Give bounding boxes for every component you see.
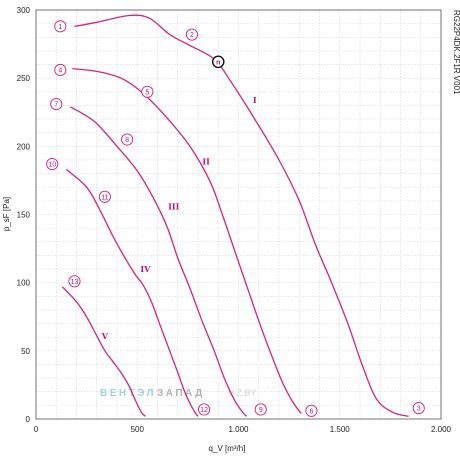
marker-circle [254, 403, 267, 416]
series-line-ii [72, 67, 302, 414]
y-tick-label: 150 [17, 211, 31, 220]
marker-label: 13 [71, 279, 79, 286]
x-tick-label: 0 [34, 425, 39, 434]
curve-label: II [202, 156, 210, 166]
y-axis-title: p_sF [Pa] [2, 197, 11, 231]
curve-label: I [253, 95, 257, 105]
y-tick-label: 100 [17, 279, 31, 288]
y-tick-label: 300 [17, 6, 31, 15]
curve-label: IV [140, 264, 151, 274]
marker-label: 4 [58, 67, 62, 74]
y-tick-label: 250 [17, 74, 31, 83]
series-line-iii [70, 106, 248, 417]
y-tick-label: 0 [26, 415, 31, 424]
series-group [61, 14, 409, 417]
marker-circle [68, 275, 81, 288]
grid [35, 9, 442, 420]
marker-circle [305, 404, 318, 417]
x-axis-title: q_V [m³/h] [209, 444, 246, 453]
marker-circle [211, 55, 225, 69]
watermark-part-3: V-Z.BY [228, 388, 257, 398]
marker-label: 11 [101, 194, 108, 201]
marker-circle [198, 403, 211, 416]
marker-label: 6 [309, 408, 313, 415]
side-label: RG22P4DK.2F1R V001 [452, 10, 460, 95]
marker-circle [50, 98, 63, 111]
x-tick-label: 500 [131, 425, 145, 434]
plot-frame [35, 9, 442, 420]
marker-label: n [216, 59, 220, 66]
series-line-iv [65, 169, 199, 417]
marker-circle [54, 63, 67, 77]
marker-circle [412, 402, 425, 415]
curve-label: V [101, 331, 109, 341]
marker-label: 10 [48, 162, 56, 169]
marker-circle [121, 133, 134, 146]
marker-label: 1 [58, 24, 62, 31]
marker-label: 5 [145, 89, 149, 96]
marker-circle [98, 190, 111, 203]
watermark: ВЕНТЭЛ ЗАПАД V-Z.BY [100, 388, 257, 399]
x-tick-label: 2.000 [431, 425, 452, 434]
watermark-part-2: ЗАПАД [157, 388, 205, 399]
series-line-v [61, 286, 146, 417]
marker-label: 7 [54, 102, 58, 109]
ticks: 0 500 1.000 1.500 2.000 0 50 100 150 200 250 300 [17, 6, 452, 434]
marker-circle [54, 20, 67, 33]
marker-label: 9 [259, 407, 263, 414]
x-tick-label: 1.000 [228, 425, 249, 434]
marker-label: 3 [417, 406, 421, 413]
y-tick-label: 50 [21, 347, 30, 356]
marker-label: 2 [190, 32, 194, 39]
y-tick-label: 200 [17, 142, 31, 151]
marker-circle [141, 85, 154, 98]
watermark-part-1: ВЕНТЭЛ [100, 388, 156, 399]
x-tick-label: 1.500 [330, 425, 351, 434]
marker-circle [46, 158, 59, 171]
marker-label: 8 [125, 137, 129, 144]
marker-circle [185, 28, 198, 41]
marker-label: 12 [200, 407, 208, 414]
curve-label: III [168, 201, 179, 211]
series-line-i [74, 14, 409, 417]
